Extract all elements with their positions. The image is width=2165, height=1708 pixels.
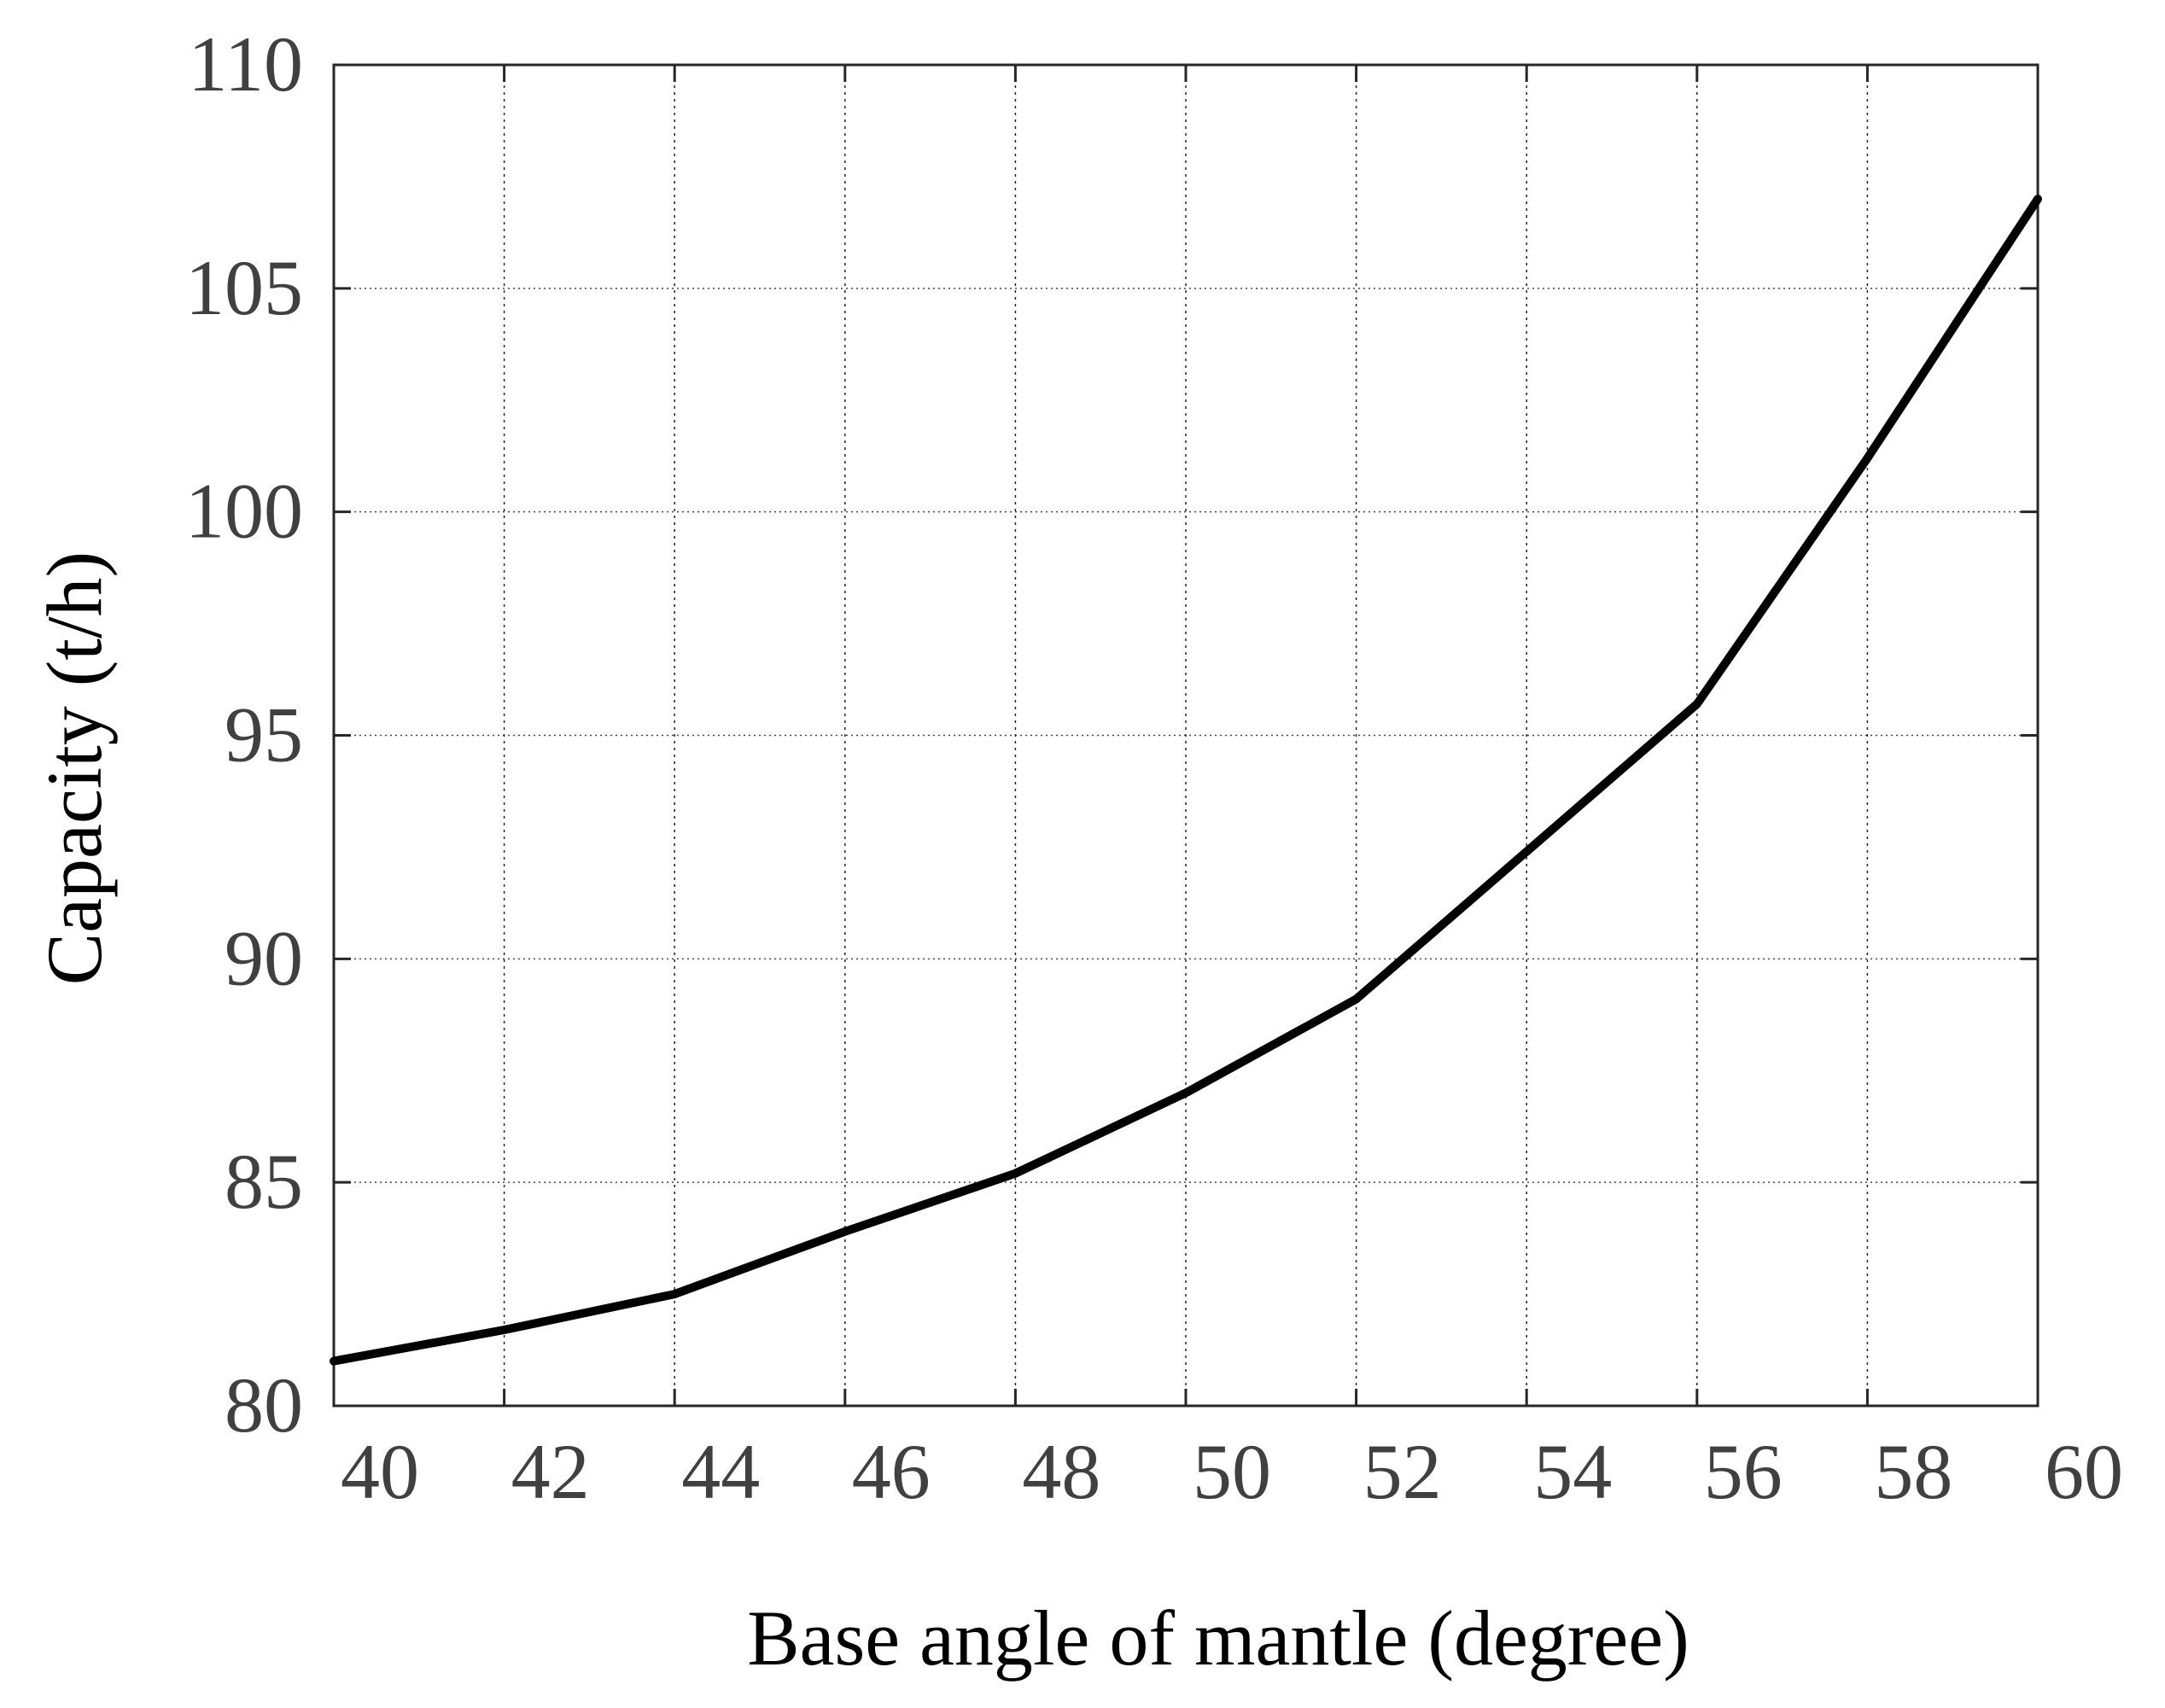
data-series: [330, 195, 2042, 1366]
x-tick-label: 48: [1022, 1428, 1100, 1515]
x-tick-label: 60: [2045, 1428, 2123, 1515]
x-tick-label: 52: [1363, 1428, 1442, 1515]
x-tick-label: 42: [511, 1428, 590, 1515]
x-tick-label: 54: [1533, 1428, 1612, 1515]
x-tick-label: 44: [681, 1428, 760, 1515]
x-axis-title: Base angle of mantle (degree): [747, 1594, 1689, 1682]
y-axis-title: Capacity (t/h): [31, 551, 118, 985]
series-line-capacity: [330, 195, 2042, 1366]
y-tick-label: 100: [185, 468, 303, 555]
x-tick-label: 50: [1193, 1428, 1271, 1515]
tick-labels: 40 42 44 46 48 50 52 54 56 58 60 80 85 90 95 100 105 110: [185, 20, 2123, 1515]
y-tick-label: 110: [188, 20, 303, 108]
y-tick-label: 80: [225, 1361, 303, 1449]
y-tick-label: 90: [225, 914, 303, 1001]
x-tick-label: 46: [852, 1428, 931, 1515]
y-tick-label: 105: [185, 244, 303, 331]
grid-lines: [334, 65, 2038, 1406]
y-tick-label: 95: [225, 691, 303, 778]
x-tick-label: 40: [341, 1428, 419, 1515]
y-tick-label: 85: [225, 1138, 303, 1225]
x-tick-label: 56: [1704, 1428, 1783, 1515]
x-tick-label: 58: [1874, 1428, 1952, 1515]
axis-ticks: [332, 63, 2040, 1408]
